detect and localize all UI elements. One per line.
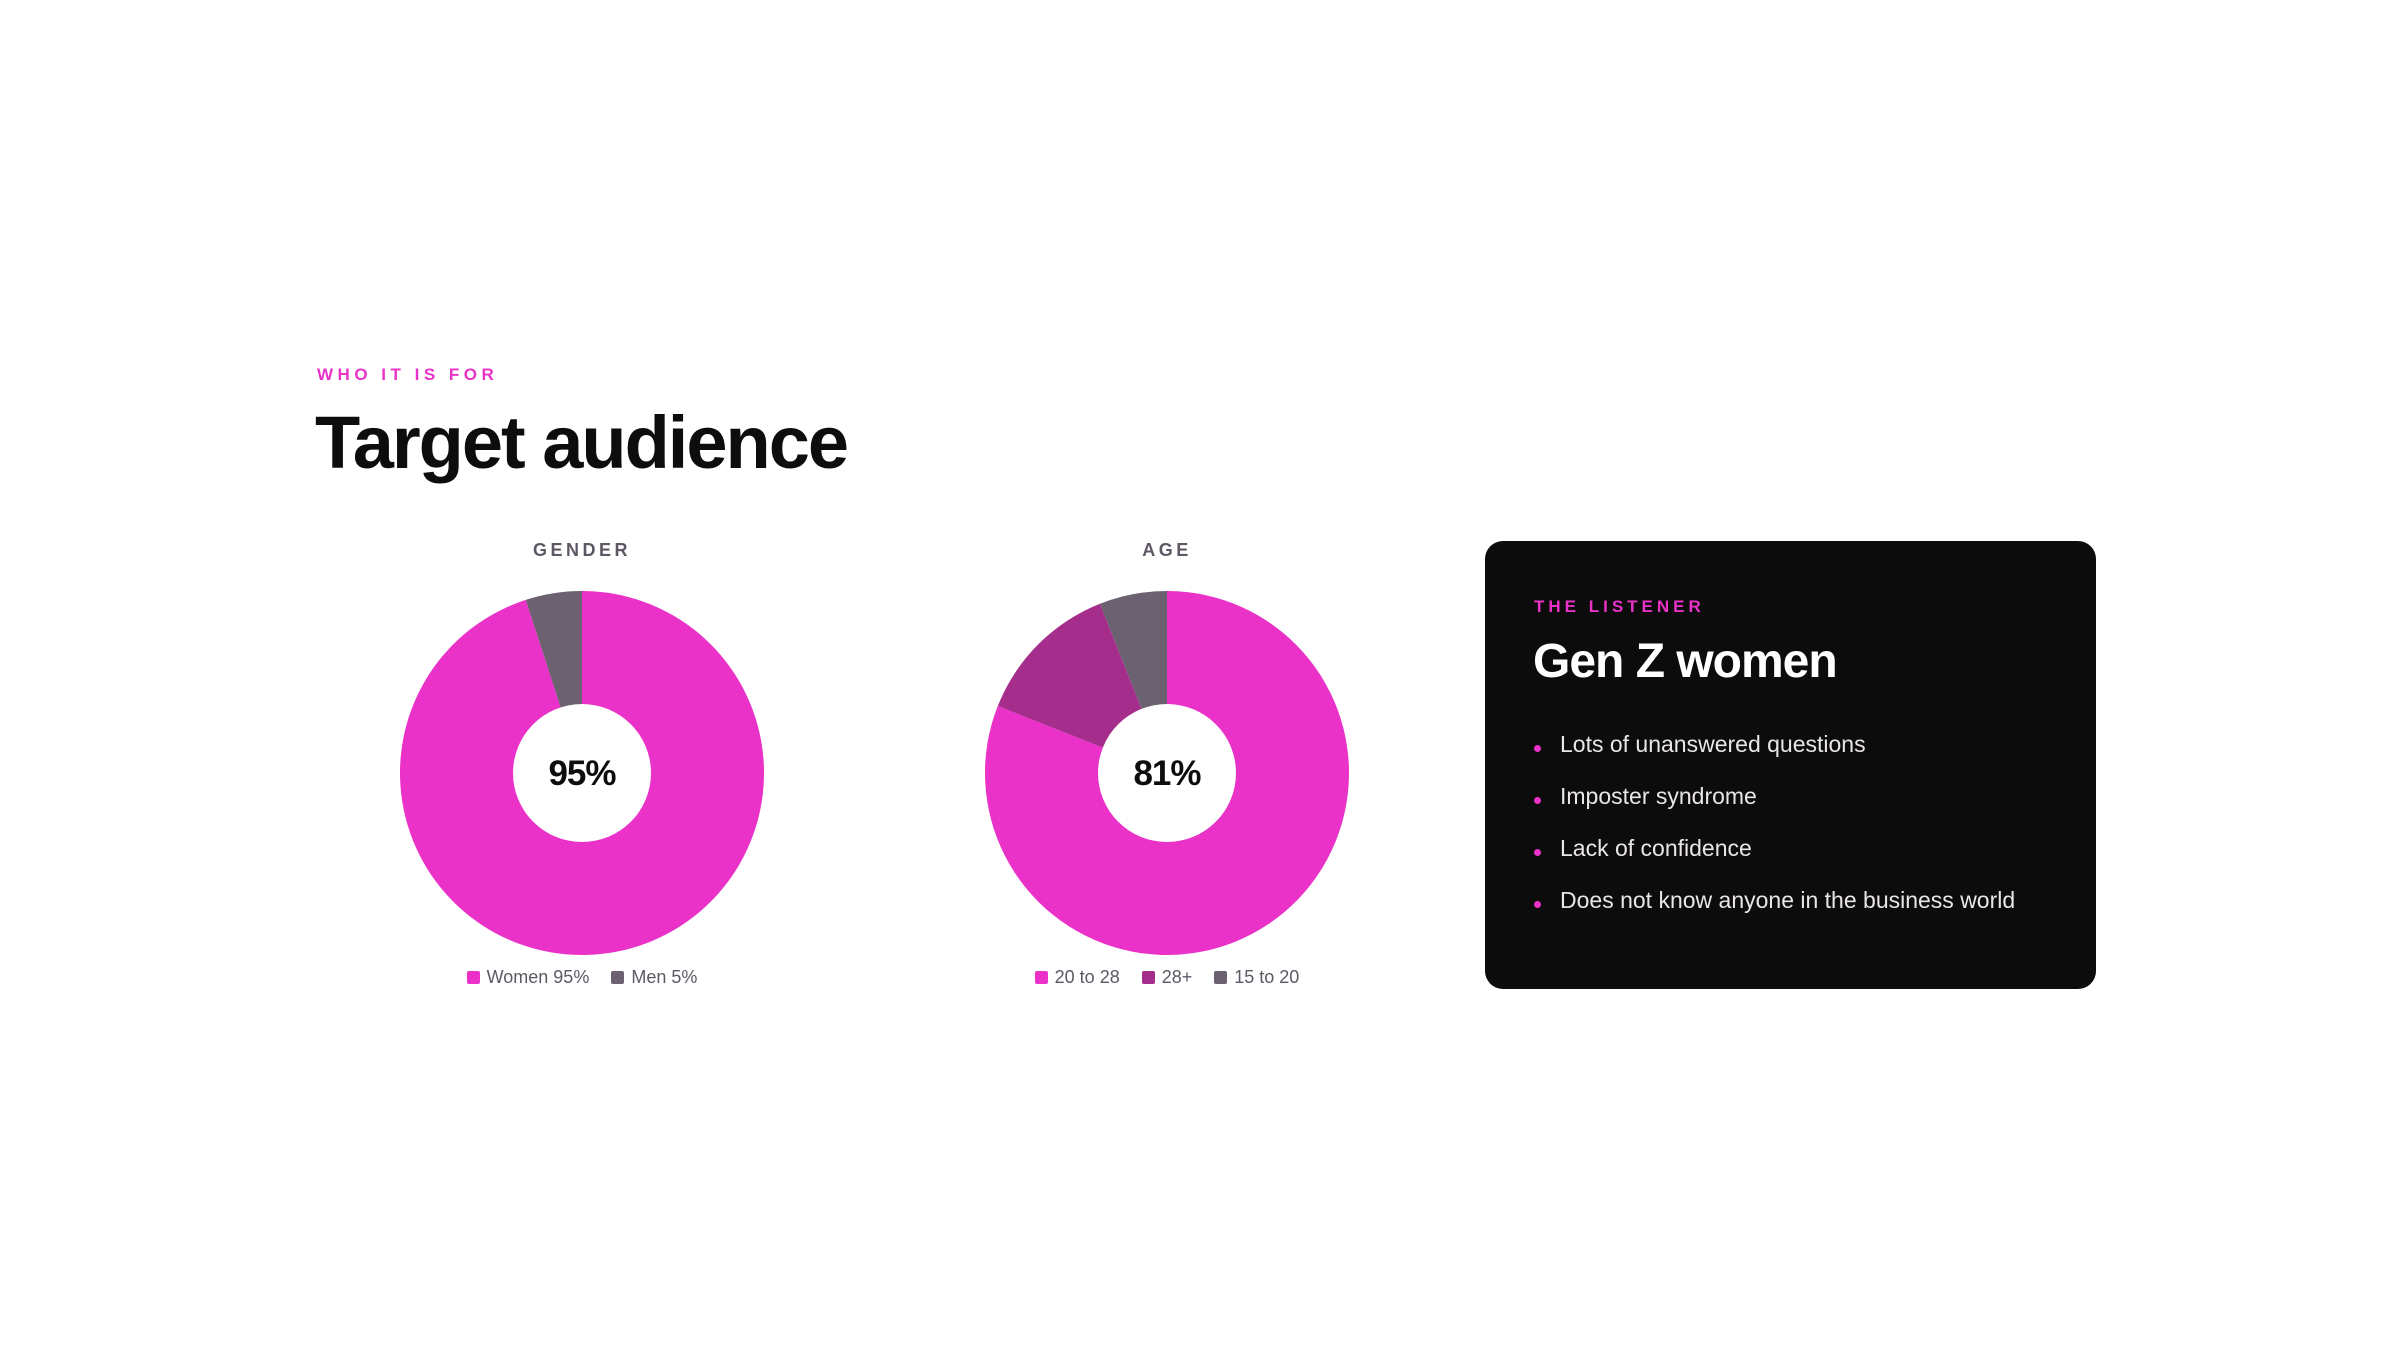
center-percentage: 81% <box>1133 754 1201 793</box>
bullet-item: Lack of confidence <box>1534 835 2015 887</box>
legend-item: 15 to 20 <box>1214 967 1299 988</box>
chart-title: GENDER <box>532 540 631 560</box>
bullet-text: Does not know anyone in the business wor… <box>1560 887 2016 913</box>
legend-item: Men 5% <box>611 967 697 988</box>
age-chart: AGE 81% 20 to 28 28+ 15 to 20 <box>957 530 1377 1000</box>
donut-hole <box>513 704 651 842</box>
chart-title: AGE <box>1142 540 1192 560</box>
listener-card: THE LISTENER Gen Z women Lots of unanswe… <box>1485 541 2096 989</box>
legend-label: Women 95% <box>486 967 590 987</box>
bullet-text: Lack of confidence <box>1560 835 1752 861</box>
bullet-item: Does not know anyone in the business wor… <box>1534 887 2015 939</box>
section-eyebrow: WHO IT IS FOR <box>317 365 499 384</box>
legend-label: Men 5% <box>631 967 698 987</box>
bullet-text: Lots of unanswered questions <box>1560 731 1866 757</box>
legend-label: 20 to 28 <box>1054 967 1120 987</box>
chart-legend: Women 95% Men 5% <box>372 967 792 988</box>
chart-legend: 20 to 28 28+ 15 to 20 <box>957 967 1377 988</box>
legend-item: 28+ <box>1141 967 1193 988</box>
legend-swatch-icon <box>1214 971 1228 984</box>
gender-chart: GENDER 95% Women 95% Men 5% <box>372 530 792 1000</box>
center-percentage: 95% <box>548 754 616 793</box>
legend-swatch-icon <box>611 971 625 984</box>
legend-label: 15 to 20 <box>1234 967 1300 987</box>
bullet-text: Imposter syndrome <box>1560 783 1757 809</box>
donut-chart: 81% <box>985 591 1349 955</box>
legend-swatch-icon <box>1141 971 1155 984</box>
bullet-item: Imposter syndrome <box>1534 783 2015 835</box>
bullet-item: Lots of unanswered questions <box>1534 731 2015 783</box>
bullet-dot-icon <box>1534 849 1541 856</box>
page-title: Target audience <box>315 401 849 484</box>
legend-item: 20 to 28 <box>1034 967 1120 988</box>
bullet-dot-icon <box>1534 797 1541 804</box>
legend-label: 28+ <box>1161 967 1193 987</box>
bullet-dot-icon <box>1534 901 1541 908</box>
donut-chart: 95% <box>400 591 765 955</box>
legend-item: Women 95% <box>466 967 590 988</box>
legend-swatch-icon <box>1034 971 1048 984</box>
legend-swatch-icon <box>466 971 480 984</box>
card-eyebrow: THE LISTENER <box>1534 597 1705 616</box>
donut-hole <box>1098 704 1236 842</box>
bullet-list: Lots of unanswered questions Imposter sy… <box>1534 731 2015 939</box>
card-title: Gen Z women <box>1533 635 1838 688</box>
bullet-dot-icon <box>1534 745 1541 752</box>
